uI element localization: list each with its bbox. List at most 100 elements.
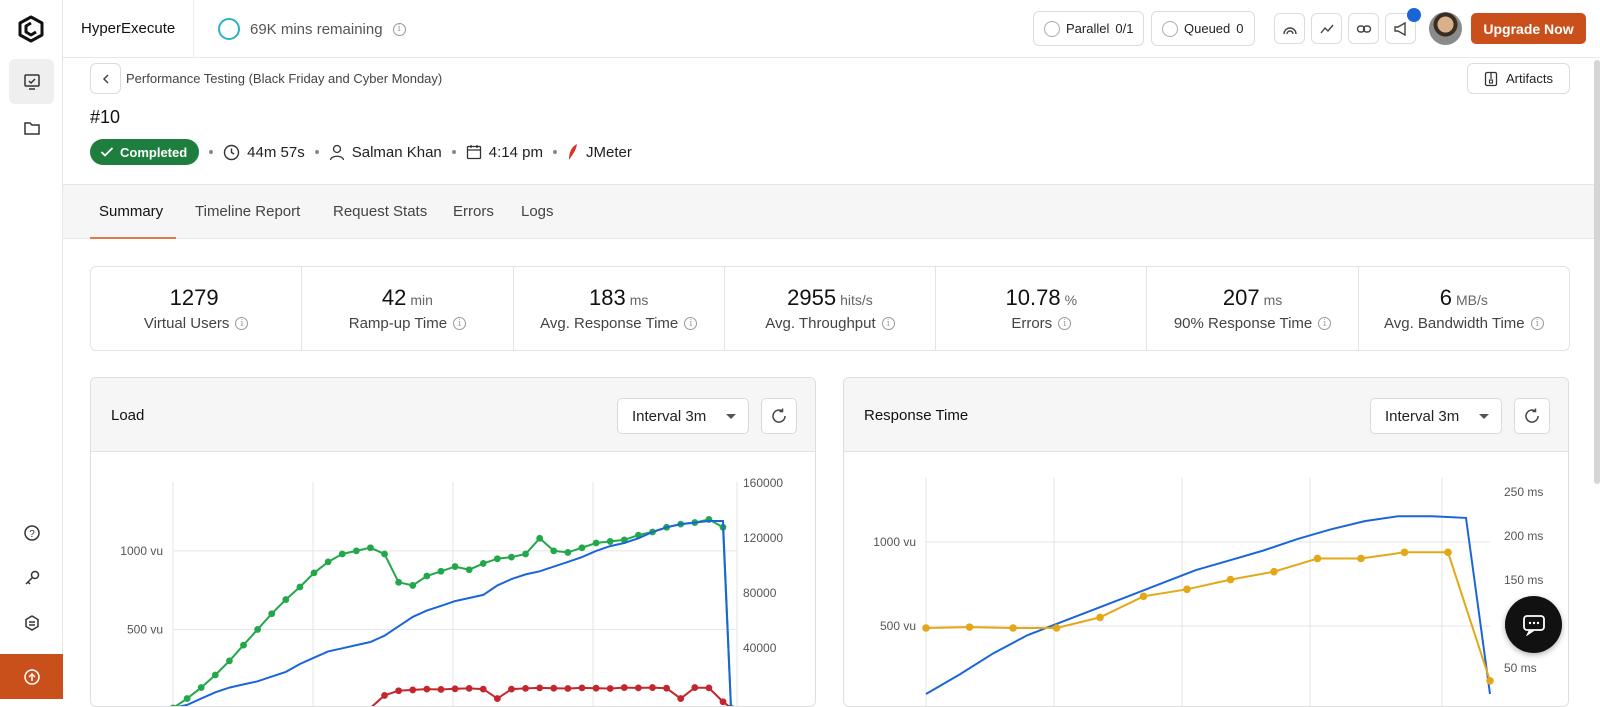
mins-remaining-text: 69K mins remaining — [250, 20, 383, 38]
info-icon[interactable]: i — [684, 317, 698, 330]
stat-unit: ms — [629, 292, 649, 308]
data-point — [409, 686, 417, 694]
breadcrumb[interactable]: Performance Testing (Black Friday and Cy… — [126, 71, 443, 86]
data-point — [352, 547, 360, 555]
data-point — [1400, 548, 1409, 557]
card-header: Load Interval 3m — [91, 378, 815, 452]
info-icon[interactable]: i — [235, 317, 249, 330]
tab-errors[interactable]: Errors — [453, 203, 494, 220]
info-icon[interactable]: i — [1318, 317, 1332, 330]
data-point — [550, 684, 558, 692]
data-point — [367, 544, 374, 552]
interval-select[interactable]: Interval 3m — [1370, 398, 1502, 434]
tab-summary[interactable]: Summary — [99, 203, 164, 220]
tool-name: JMeter — [585, 143, 632, 161]
queued-pill[interactable]: Queued 0 — [1151, 11, 1255, 46]
analytics-button[interactable] — [1311, 13, 1342, 44]
status-dot-icon — [1044, 20, 1060, 37]
data-point — [634, 684, 642, 692]
caret-down-icon — [726, 414, 736, 419]
refresh-icon — [772, 408, 786, 423]
series-line — [925, 515, 1491, 695]
data-point — [1444, 548, 1452, 557]
parallel-pill[interactable]: Parallel 0/1 — [1033, 11, 1145, 46]
stat-value: 2955 — [787, 285, 837, 310]
folder-icon — [23, 121, 40, 135]
link-button[interactable] — [1348, 13, 1379, 44]
tab-request-stats[interactable]: Request Stats — [333, 203, 428, 220]
stat-errors: 10.78% Errors i — [936, 267, 1148, 350]
info-icon[interactable]: i — [392, 22, 406, 36]
separator-dot — [314, 150, 319, 154]
sidebar-item-help[interactable]: ? — [9, 510, 54, 555]
y-tick-label: 1000 vu — [873, 535, 916, 549]
data-point — [550, 547, 558, 555]
series-line — [174, 518, 732, 706]
data-point — [451, 685, 459, 693]
progress-ring-icon — [218, 18, 240, 40]
stat-unit: min — [410, 292, 433, 308]
notification-dot — [1407, 8, 1421, 22]
stat-label: Virtual Users — [143, 315, 230, 332]
data-point — [508, 553, 515, 561]
tab-logs[interactable]: Logs — [521, 203, 554, 220]
tab-bar: Summary Timeline Report Request Stats Er… — [63, 184, 1600, 239]
tab-timeline-report[interactable]: Timeline Report — [195, 203, 301, 220]
y2-tick-label: 150 ms — [1504, 573, 1543, 587]
data-point — [1183, 585, 1191, 594]
sidebar-item-integrations[interactable] — [9, 600, 54, 645]
upgrade-button[interactable]: Upgrade Now — [1471, 13, 1586, 44]
separator-dot — [451, 150, 456, 154]
back-button[interactable] — [90, 63, 121, 94]
refresh-button[interactable] — [761, 398, 797, 434]
data-point — [381, 692, 388, 699]
sidebar-item-automation[interactable] — [9, 59, 54, 104]
interval-select[interactable]: Interval 3m — [617, 398, 749, 434]
refresh-icon — [1525, 408, 1539, 423]
separator-dot — [552, 150, 557, 154]
refresh-button[interactable] — [1514, 398, 1550, 434]
load-chart-card: Load Interval 3m 1000 vu 500 vu 160000 1200… — [90, 377, 816, 707]
data-point — [465, 684, 473, 692]
announcements-button[interactable] — [1385, 8, 1421, 44]
artifacts-button[interactable]: Artifacts — [1467, 63, 1570, 94]
data-point — [522, 684, 529, 692]
artifacts-label: Artifacts — [1506, 71, 1553, 86]
stat-label: Avg. Bandwidth Time — [1384, 315, 1525, 332]
data-point — [606, 685, 614, 692]
data-point — [1486, 677, 1494, 685]
data-point — [705, 684, 713, 692]
scrollbar[interactable] — [1594, 60, 1600, 484]
chat-button[interactable] — [1505, 596, 1562, 653]
lambdatest-logo-icon[interactable] — [17, 15, 45, 43]
data-point — [423, 572, 431, 580]
stat-90-response-time: 207 ms 90% Response Time i — [1147, 267, 1359, 350]
upload-button[interactable] — [0, 654, 63, 699]
info-icon[interactable]: i — [1530, 317, 1544, 330]
avatar[interactable] — [1429, 12, 1462, 45]
data-point — [691, 684, 699, 691]
product-name[interactable]: HyperExecute — [81, 20, 176, 37]
sidebar-item-keys[interactable] — [9, 555, 54, 600]
stat-label: Avg. Response Time — [540, 315, 679, 332]
info-icon[interactable]: i — [881, 317, 895, 330]
data-point — [649, 684, 656, 691]
tunnel-button[interactable] — [1274, 13, 1305, 44]
data-point — [1313, 554, 1322, 563]
data-point — [536, 534, 544, 542]
stat-unit: % — [1064, 292, 1078, 308]
jmeter-feather-icon — [568, 144, 577, 160]
stat-label: Errors — [1011, 315, 1053, 332]
response-time-chart-card: Response Time Interval 3m 1000 vu 500 vu 2… — [843, 377, 1569, 707]
info-icon[interactable]: i — [1058, 317, 1072, 330]
stat-value: 1279 — [169, 285, 219, 310]
info-icon[interactable]: i — [453, 317, 467, 330]
data-point — [1009, 624, 1017, 632]
help-icon: ? — [23, 524, 40, 541]
sidebar-item-projects[interactable] — [9, 105, 54, 150]
chat-icon — [1522, 614, 1545, 636]
chart-title: Load — [111, 407, 145, 424]
y-tick-label: 500 vu — [880, 619, 916, 633]
user-icon — [329, 144, 344, 160]
stat-avg-bandwidth-time: 6 MB/s Avg. Bandwidth Time i — [1359, 267, 1569, 350]
